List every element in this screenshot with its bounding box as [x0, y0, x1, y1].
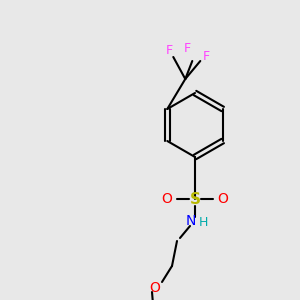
Text: O: O — [218, 192, 228, 206]
Text: H: H — [198, 217, 208, 230]
Text: F: F — [203, 50, 210, 62]
Text: S: S — [190, 191, 200, 206]
Text: O: O — [150, 281, 160, 295]
Text: O: O — [162, 192, 172, 206]
Text: N: N — [186, 214, 196, 228]
Text: F: F — [166, 44, 173, 58]
Text: F: F — [184, 43, 191, 56]
